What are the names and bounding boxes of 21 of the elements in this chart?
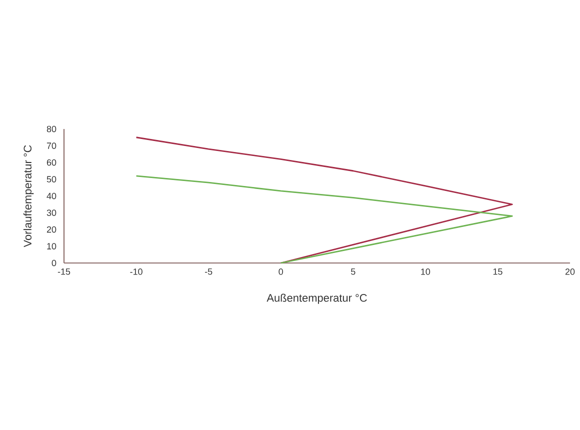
y-tick-label: 0	[52, 260, 56, 266]
x-tick-label: 15	[493, 268, 502, 275]
x-axis-title: Außentemperatur °C	[266, 294, 367, 304]
y-tick-label: 70	[46, 142, 56, 149]
y-tick-label: 40	[46, 192, 56, 200]
y-tick-label: 30	[46, 210, 56, 216]
y-tick-label: 10	[47, 243, 56, 250]
x-tick-label: -5	[204, 268, 212, 275]
x-tick-label: -10	[130, 268, 142, 275]
y-tick-label: 20	[46, 226, 56, 233]
y-axis-title: Vorlauftemperatur °C	[23, 145, 34, 248]
x-tick-label: 5	[351, 268, 356, 275]
y-tick-label: 50	[46, 176, 56, 182]
x-tick-label: 20	[565, 268, 575, 275]
x-tick-label: 10	[421, 268, 430, 275]
line-series	[136, 175, 513, 264]
y-tick-label: 60	[46, 159, 56, 166]
line-series	[136, 136, 513, 264]
y-tick-label: 80	[46, 126, 56, 132]
x-tick-label: -15	[58, 268, 70, 275]
x-tick-label: 0	[278, 268, 284, 275]
